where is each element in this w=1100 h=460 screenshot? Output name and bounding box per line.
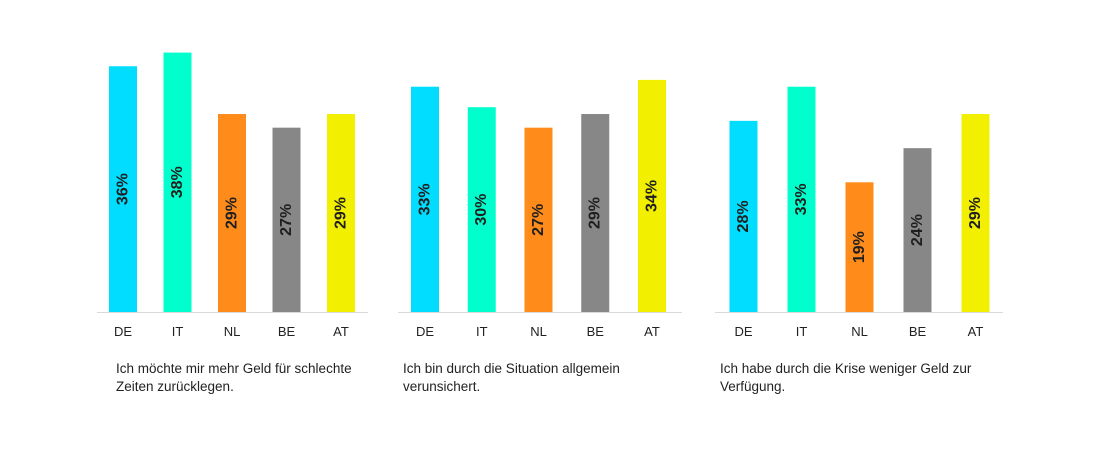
bar-nl [218, 114, 246, 312]
bar-at [638, 79, 666, 312]
data-label-at: 34% [644, 180, 661, 212]
data-label-at: 29% [967, 197, 984, 229]
bar-de [109, 66, 137, 313]
tick-label-nl: NL [224, 324, 241, 339]
data-label-nl: 19% [851, 231, 868, 263]
tick-label-at: AT [968, 324, 984, 339]
data-label-it: 33% [793, 183, 810, 215]
bar-be [581, 114, 610, 312]
bar-at [327, 114, 355, 312]
data-label-at: 29% [333, 197, 350, 229]
tick-label-be: BE [909, 324, 927, 339]
tick-label-de: DE [416, 324, 434, 339]
bar-it [163, 52, 192, 312]
bar-at [961, 114, 990, 312]
bar-be [272, 127, 301, 313]
chart-3: 28% DE 33% IT 19% NL 24% BE 29% AT [715, 86, 1003, 339]
tick-label-nl: NL [530, 324, 547, 339]
data-label-nl: 29% [224, 197, 241, 229]
data-label-de: 33% [417, 183, 434, 215]
bar-it [467, 107, 496, 312]
bar-de [411, 86, 439, 312]
chart-1-caption: Ich möchte mir mehr Geld für schlechte Z… [116, 361, 352, 394]
bar-nl [845, 182, 874, 312]
tick-label-nl: NL [851, 324, 868, 339]
chart-2: 33% DE 30% IT 27% NL 29% BE 34% AT [398, 79, 682, 339]
tick-label-it: IT [172, 324, 184, 339]
bar-be [903, 148, 932, 312]
chart-3-caption: Ich habe durch die Krise weniger Geld zu… [720, 361, 972, 394]
bar-nl [524, 127, 553, 313]
bar-de [729, 120, 758, 312]
data-label-it: 30% [473, 194, 490, 226]
tick-label-be: BE [278, 324, 296, 339]
data-label-it: 38% [169, 166, 186, 198]
data-label-nl: 27% [530, 204, 547, 236]
tick-label-de: DE [734, 324, 752, 339]
data-label-de: 36% [115, 173, 132, 205]
data-label-be: 24% [909, 214, 926, 246]
bar-it [787, 86, 816, 312]
tick-label-de: DE [114, 324, 132, 339]
tick-label-be: BE [587, 324, 605, 339]
tick-label-at: AT [644, 324, 660, 339]
data-label-be: 27% [278, 204, 295, 236]
tick-label-it: IT [796, 324, 808, 339]
data-label-de: 28% [735, 200, 752, 232]
tick-label-it: IT [476, 324, 488, 339]
data-label-be: 29% [587, 197, 604, 229]
tick-label-at: AT [333, 324, 349, 339]
chart-2-caption: Ich bin durch die Situation allgemein ve… [403, 361, 620, 394]
chart-1: 36% DE 38% IT 29% NL 27% BE 29% AT [97, 52, 368, 339]
